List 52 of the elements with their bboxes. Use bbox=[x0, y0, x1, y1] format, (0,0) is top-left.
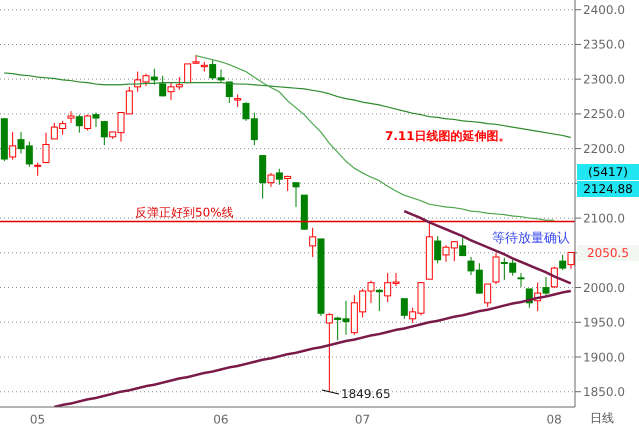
x-tick-label: 05 bbox=[30, 412, 46, 427]
candlestick bbox=[268, 172, 274, 188]
x-tick-label: 08 bbox=[546, 412, 562, 427]
candlestick bbox=[326, 312, 333, 392]
annotation: 7.11日线图的延伸图。 bbox=[385, 128, 511, 144]
candlestick bbox=[292, 182, 300, 208]
candlestick bbox=[559, 254, 566, 271]
candlestick bbox=[159, 75, 166, 98]
ref-line-label: 反弹正好到50%线 bbox=[135, 206, 234, 220]
candlestick bbox=[518, 272, 524, 288]
candlestick bbox=[100, 120, 108, 146]
candlestick bbox=[34, 162, 42, 176]
line-series bbox=[52, 290, 572, 407]
y-tick-label: 1850.0 bbox=[583, 384, 625, 399]
candlestick bbox=[226, 81, 233, 104]
y-tick-label: 2200.0 bbox=[583, 142, 625, 156]
candlestick bbox=[150, 68, 158, 86]
candlestick bbox=[484, 284, 492, 308]
candlestick bbox=[284, 175, 292, 192]
text: 2050.5 bbox=[577, 245, 639, 261]
candlestick bbox=[84, 114, 92, 132]
candlestick bbox=[542, 276, 550, 296]
candlestick bbox=[400, 298, 408, 320]
candlestick bbox=[76, 114, 83, 134]
line-series bbox=[195, 54, 555, 221]
y-tick-label: 2350.0 bbox=[583, 38, 625, 52]
y-tick-label: 2400.0 bbox=[583, 2, 625, 17]
candlestick bbox=[42, 132, 50, 164]
candlestick bbox=[184, 63, 192, 84]
candlestick bbox=[276, 168, 283, 186]
candlestick bbox=[68, 110, 74, 124]
text: 日线 bbox=[590, 410, 614, 426]
candlestick bbox=[9, 131, 16, 160]
text: (5417) bbox=[577, 164, 639, 180]
annotation: 1849.65 bbox=[341, 386, 391, 402]
y-tick-label: 2250.0 bbox=[583, 107, 625, 122]
y-tick-label: 2100.0 bbox=[583, 211, 625, 226]
candlestick bbox=[92, 112, 100, 128]
y-tick-label: 2300.0 bbox=[583, 72, 625, 86]
candlestick bbox=[309, 227, 316, 258]
candlestick bbox=[434, 236, 442, 264]
y-tick-label: 2000.0 bbox=[583, 280, 625, 295]
y-tick-label: 1900.0 bbox=[583, 350, 625, 364]
annotation: 等待放量确认 bbox=[492, 231, 570, 247]
candlestick bbox=[568, 252, 574, 270]
x-tick-label: 07 bbox=[354, 412, 370, 427]
candlestick bbox=[234, 94, 242, 108]
text: 2124.88 bbox=[577, 181, 639, 197]
y-tick-label: 1950.0 bbox=[583, 316, 625, 330]
x-tick-label: 06 bbox=[213, 412, 228, 427]
candlestick bbox=[459, 236, 466, 256]
line-series bbox=[402, 210, 572, 285]
